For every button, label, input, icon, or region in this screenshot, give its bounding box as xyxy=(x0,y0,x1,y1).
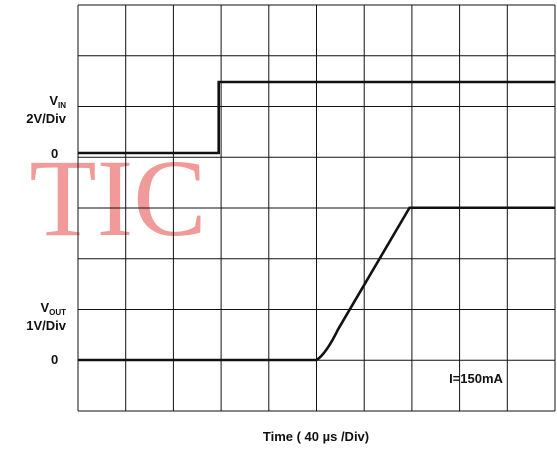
vin-trace xyxy=(78,80,555,155)
vin-scale: 2V/Div xyxy=(26,111,66,126)
vout-zero-label: 0 xyxy=(51,352,59,367)
vout-label-sub: OUT xyxy=(49,308,66,317)
vin-zero-label: 0 xyxy=(51,146,59,161)
x-axis-label: Time ( 40 µs /Div) xyxy=(263,429,369,444)
vout-label-main: V xyxy=(40,300,50,315)
vin-label: VIN xyxy=(8,93,66,113)
vin-label-sub: IN xyxy=(58,101,66,110)
vin-label-main: V xyxy=(49,93,58,108)
current-annotation: I=150mA xyxy=(449,371,503,386)
vout-scale: 1V/Div xyxy=(26,318,66,333)
vout-trace xyxy=(78,206,555,362)
vout-label: VOUT xyxy=(4,300,66,320)
